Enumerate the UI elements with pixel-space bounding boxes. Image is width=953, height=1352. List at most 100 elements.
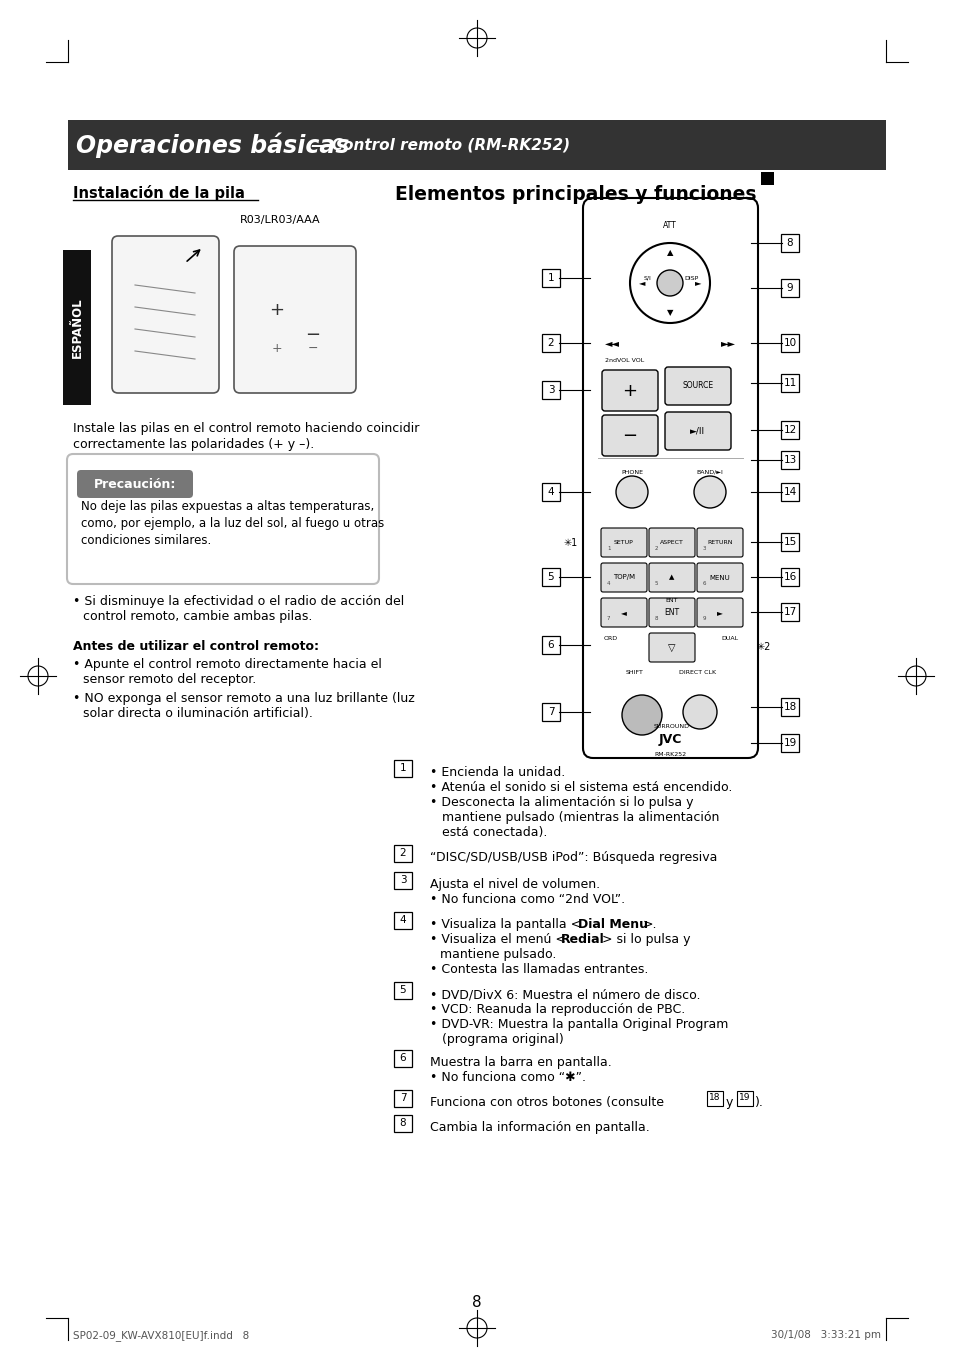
Text: ORD: ORD: [603, 637, 618, 641]
Text: solar directa o iluminación artificial).: solar directa o iluminación artificial).: [83, 707, 313, 721]
Text: SURROUND: SURROUND: [654, 725, 689, 730]
Text: 2: 2: [655, 546, 658, 552]
Text: ASPECT: ASPECT: [659, 539, 683, 545]
Text: 6: 6: [547, 639, 554, 650]
FancyBboxPatch shape: [394, 1049, 412, 1067]
FancyBboxPatch shape: [112, 237, 219, 393]
FancyBboxPatch shape: [697, 598, 742, 627]
Text: 18: 18: [782, 702, 796, 713]
Circle shape: [693, 476, 725, 508]
FancyBboxPatch shape: [582, 197, 758, 758]
Text: 7: 7: [547, 707, 554, 717]
Text: • NO exponga el sensor remoto a una luz brillante (luz: • NO exponga el sensor remoto a una luz …: [73, 692, 415, 704]
FancyBboxPatch shape: [697, 529, 742, 557]
Text: ESPAÑOL: ESPAÑOL: [71, 297, 84, 358]
FancyBboxPatch shape: [781, 734, 799, 752]
Text: 3: 3: [399, 875, 406, 886]
Text: 12: 12: [782, 425, 796, 435]
Text: 7: 7: [399, 1092, 406, 1103]
Text: 19: 19: [782, 738, 796, 748]
FancyBboxPatch shape: [781, 533, 799, 552]
Text: 11: 11: [782, 379, 796, 388]
FancyBboxPatch shape: [781, 483, 799, 502]
FancyBboxPatch shape: [600, 598, 646, 627]
Text: 2ndVOL VOL: 2ndVOL VOL: [604, 357, 643, 362]
FancyBboxPatch shape: [706, 1091, 722, 1106]
FancyBboxPatch shape: [697, 562, 742, 592]
FancyBboxPatch shape: [541, 483, 559, 502]
Text: 16: 16: [782, 572, 796, 581]
Text: No deje las pilas expuestas a altas temperaturas,: No deje las pilas expuestas a altas temp…: [81, 500, 374, 512]
Text: condiciones similares.: condiciones similares.: [81, 534, 211, 548]
Text: y: y: [725, 1096, 733, 1109]
Text: 10: 10: [782, 338, 796, 347]
Text: Muestra la barra en pantalla.: Muestra la barra en pantalla.: [430, 1056, 611, 1069]
Text: 3: 3: [547, 385, 554, 395]
Text: está conectada).: está conectada).: [430, 826, 547, 840]
Text: • Contesta las llamadas entrantes.: • Contesta las llamadas entrantes.: [430, 963, 648, 976]
Text: • Atenúa el sonido si el sistema está encendido.: • Atenúa el sonido si el sistema está en…: [430, 781, 732, 794]
Text: • Encienda la unidad.: • Encienda la unidad.: [430, 767, 565, 779]
Text: 30/1/08   3:33:21 pm: 30/1/08 3:33:21 pm: [770, 1330, 880, 1340]
Text: DIRECT CLK: DIRECT CLK: [679, 669, 716, 675]
Text: • DVD/DivX 6: Muestra el número de disco.: • DVD/DivX 6: Muestra el número de disco…: [430, 988, 700, 1000]
Text: 1: 1: [547, 273, 554, 283]
FancyBboxPatch shape: [233, 246, 355, 393]
Text: • Si disminuye la efectividad o el radio de acción del: • Si disminuye la efectividad o el radio…: [73, 595, 404, 608]
Text: 3: 3: [702, 546, 706, 552]
Text: Cambia la información en pantalla.: Cambia la información en pantalla.: [430, 1121, 649, 1134]
Text: • Desconecta la alimentación si lo pulsa y: • Desconecta la alimentación si lo pulsa…: [430, 796, 693, 808]
FancyBboxPatch shape: [737, 1091, 752, 1106]
Text: 6: 6: [702, 581, 706, 585]
Text: 8: 8: [786, 238, 793, 247]
Text: −: −: [308, 342, 318, 354]
Text: Redial: Redial: [560, 933, 604, 946]
Text: 8: 8: [472, 1295, 481, 1310]
Circle shape: [682, 695, 717, 729]
Text: Antes de utilizar el control remoto:: Antes de utilizar el control remoto:: [73, 639, 318, 653]
FancyBboxPatch shape: [664, 366, 730, 406]
Text: Funciona con otros botones (consulte: Funciona con otros botones (consulte: [430, 1096, 663, 1109]
Text: ►/II: ►/II: [690, 426, 705, 435]
FancyBboxPatch shape: [394, 872, 412, 888]
Text: > si lo pulsa y: > si lo pulsa y: [601, 933, 690, 946]
FancyBboxPatch shape: [541, 635, 559, 654]
Text: ►►: ►►: [720, 338, 735, 347]
Text: S/I: S/I: [643, 276, 651, 280]
FancyBboxPatch shape: [648, 529, 695, 557]
Text: MENU: MENU: [709, 575, 730, 580]
Text: ENT: ENT: [663, 608, 679, 617]
Text: ✳2: ✳2: [755, 642, 770, 653]
FancyBboxPatch shape: [600, 562, 646, 592]
Text: Dial Menu: Dial Menu: [578, 918, 647, 932]
Text: sensor remoto del receptor.: sensor remoto del receptor.: [83, 673, 256, 685]
Text: Instalación de la pila: Instalación de la pila: [73, 185, 245, 201]
Text: 1: 1: [606, 546, 610, 552]
Text: • Visualiza la pantalla <: • Visualiza la pantalla <: [430, 918, 580, 932]
Text: RM-RK252: RM-RK252: [653, 753, 685, 757]
Text: • DVD-VR: Muestra la pantalla Original Program: • DVD-VR: Muestra la pantalla Original P…: [430, 1018, 727, 1032]
Text: 4: 4: [606, 581, 610, 585]
Text: ▽: ▽: [667, 642, 675, 653]
FancyBboxPatch shape: [781, 234, 799, 251]
Bar: [760, 172, 773, 185]
Circle shape: [621, 695, 661, 735]
Text: ✳1: ✳1: [563, 538, 578, 548]
Text: 2: 2: [547, 338, 554, 347]
Text: 4: 4: [547, 487, 554, 498]
Text: correctamente las polaridades (+ y –).: correctamente las polaridades (+ y –).: [73, 438, 314, 452]
Text: RETURN: RETURN: [706, 539, 732, 545]
FancyBboxPatch shape: [781, 420, 799, 439]
Text: Precaución:: Precaución:: [93, 477, 176, 491]
FancyBboxPatch shape: [541, 568, 559, 585]
Text: ▲: ▲: [666, 249, 673, 257]
FancyBboxPatch shape: [541, 269, 559, 287]
FancyBboxPatch shape: [781, 279, 799, 297]
Text: DUAL: DUAL: [720, 637, 738, 641]
Text: 5: 5: [547, 572, 554, 581]
Text: SP02-09_KW-AVX810[EU]f.indd   8: SP02-09_KW-AVX810[EU]f.indd 8: [73, 1330, 249, 1341]
Text: Operaciones básicas: Operaciones básicas: [76, 132, 349, 158]
Text: BAND/►I: BAND/►I: [696, 469, 722, 475]
Text: ▲: ▲: [669, 575, 674, 580]
Text: ◄: ◄: [639, 279, 644, 288]
